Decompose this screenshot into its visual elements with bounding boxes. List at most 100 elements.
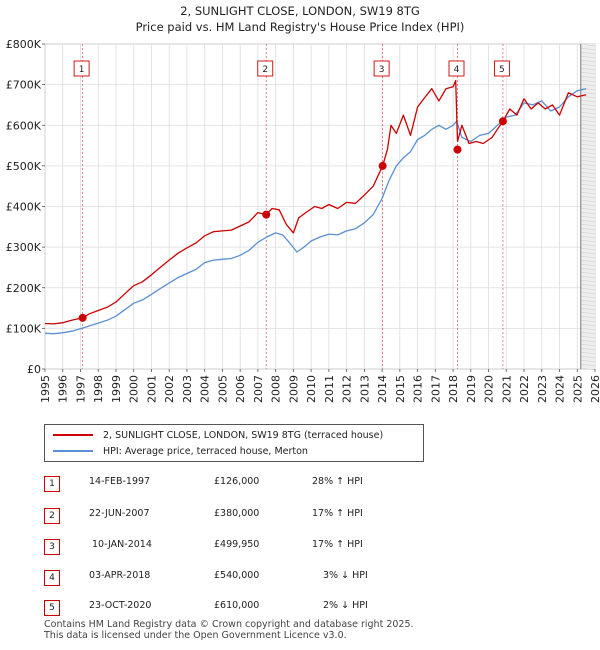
future-hatch <box>580 231 596 235</box>
future-hatch <box>580 59 596 63</box>
future-hatch <box>580 315 596 319</box>
y-axis-ticks: £0 £100K £200K £300K £400K £500K £600K £700K £80… <box>6 38 45 376</box>
future-hatch <box>580 167 596 171</box>
x-tick-label: 2008 <box>270 375 283 403</box>
x-tick-label: 1995 <box>39 375 52 403</box>
sale-number: 5 <box>44 600 60 616</box>
future-hatch <box>580 43 596 47</box>
x-tick-label: 1998 <box>92 375 105 403</box>
future-hatch <box>580 239 596 243</box>
x-tick-label: 2004 <box>199 375 212 403</box>
x-tick-label: 2026 <box>589 375 600 403</box>
sale-number: 2 <box>44 508 60 524</box>
sale-marker-box <box>373 60 390 77</box>
future-hatch <box>580 115 596 119</box>
x-axis-ticks: 1995 1996 1997 1998 1999 2000 2001 2002 2003 2004… <box>39 369 600 403</box>
future-hatch <box>580 83 596 87</box>
x-tick-label: 2018 <box>447 375 460 403</box>
sale-hpi: 17% ↑ HPI <box>312 539 363 550</box>
future-hatch <box>580 203 596 207</box>
future-hatch <box>580 279 596 283</box>
sale-price: £380,000 <box>214 508 260 519</box>
future-hatch <box>580 303 596 307</box>
future-hatch <box>580 271 596 275</box>
x-tick-label: 2013 <box>358 375 371 403</box>
future-hatch <box>580 311 596 315</box>
x-tick-label: 2025 <box>571 375 584 403</box>
sale-date: 22-JUN-2007 <box>89 508 150 519</box>
price-chart: 2, SUNLIGHT CLOSE, LONDON, SW19 8TG Pric… <box>6 4 600 403</box>
sale-date: 03-APR-2018 <box>89 570 151 581</box>
future-hatch <box>580 159 596 163</box>
x-tick-label: 2017 <box>429 375 442 403</box>
future-hatch <box>580 323 596 327</box>
y-tick-label: £400K <box>6 201 42 214</box>
sale-hpi: 3% ↓ HPI <box>323 570 368 581</box>
legend-item-property: 2, SUNLIGHT CLOSE, LONDON, SW19 8TG (ter… <box>53 428 383 442</box>
legend: 2, SUNLIGHT CLOSE, LONDON, SW19 8TG (ter… <box>44 424 424 462</box>
future-hatch <box>580 131 596 135</box>
future-hatch <box>580 199 596 203</box>
y-tick-label: £100K <box>6 322 42 335</box>
future-hatch <box>580 119 596 123</box>
future-hatch <box>580 183 596 187</box>
sale-price: £540,000 <box>214 570 260 581</box>
future-hatch <box>580 367 596 371</box>
future-shading <box>580 43 596 371</box>
future-hatch <box>580 359 596 363</box>
future-hatch <box>580 267 596 271</box>
x-tick-label: 2016 <box>412 375 425 403</box>
sale-price: £610,000 <box>214 600 260 611</box>
series <box>44 79 587 335</box>
future-hatch <box>580 187 596 191</box>
legend-line-property <box>53 434 93 436</box>
sale-marker-box <box>493 60 510 77</box>
sale-point <box>378 161 387 170</box>
future-hatch <box>580 47 596 51</box>
sale-date: 10-JAN-2014 <box>92 539 152 550</box>
future-hatch <box>580 255 596 259</box>
x-tick-label: 2001 <box>145 375 158 403</box>
future-hatch <box>580 175 596 179</box>
future-hatch <box>580 351 596 355</box>
future-hatch <box>580 71 596 75</box>
sale-price: £126,000 <box>214 476 260 487</box>
future-hatch <box>580 195 596 199</box>
legend-label-property: 2, SUNLIGHT CLOSE, LONDON, SW19 8TG (ter… <box>103 429 384 441</box>
x-tick-label: 2006 <box>234 375 247 403</box>
future-hatch <box>580 227 596 231</box>
x-tick-label: 2021 <box>500 375 513 403</box>
chart-title: 2, SUNLIGHT CLOSE, LONDON, SW19 8TG <box>180 4 420 18</box>
future-hatch <box>580 235 596 239</box>
future-hatch <box>580 291 596 295</box>
future-hatch <box>580 95 596 99</box>
footer-copyright: Contains HM Land Registry data © Crown c… <box>44 619 414 630</box>
sale-row: 5 23-OCT-2020 £610,000 2% ↓ HPI <box>44 598 404 616</box>
x-tick-label: 2024 <box>554 375 567 403</box>
sale-point <box>78 313 87 322</box>
future-hatch <box>580 127 596 131</box>
sale-points <box>78 117 507 322</box>
y-tick-label: £0 <box>27 363 41 376</box>
future-hatch <box>580 363 596 367</box>
y-tick-label: £200K <box>6 282 42 295</box>
x-tick-label: 2022 <box>518 375 531 403</box>
y-tick-label: £500K <box>6 160 42 173</box>
series-line <box>44 79 587 325</box>
sale-row: 4 03-APR-2018 £540,000 3% ↓ HPI <box>44 568 404 586</box>
x-tick-label: 2003 <box>181 375 194 403</box>
x-tick-label: 1996 <box>57 375 70 403</box>
future-hatch <box>580 63 596 67</box>
future-hatch <box>580 275 596 279</box>
future-hatch <box>580 143 596 147</box>
future-hatch <box>580 319 596 323</box>
y-tick-label: £700K <box>6 79 42 92</box>
future-hatch <box>580 247 596 251</box>
future-hatch <box>580 295 596 299</box>
x-tick-label: 2023 <box>536 375 549 403</box>
future-hatch <box>580 147 596 151</box>
future-hatch <box>580 75 596 79</box>
sale-row: 3 10-JAN-2014 £499,950 17% ↑ HPI <box>44 537 404 555</box>
sale-number-boxes: 1 2 3 4 5 <box>73 60 510 77</box>
sale-point <box>498 117 507 126</box>
